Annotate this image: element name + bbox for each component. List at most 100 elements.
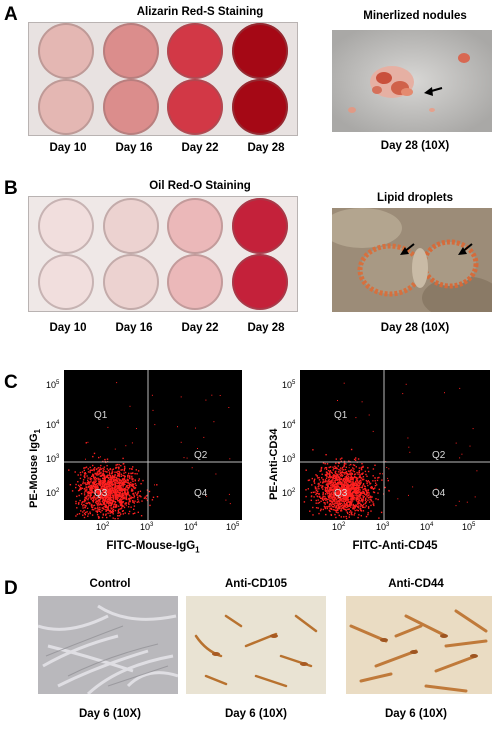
event-dot xyxy=(333,498,335,501)
event-dot xyxy=(362,499,364,501)
event-dot xyxy=(352,478,354,480)
event-dot xyxy=(327,470,330,472)
event-dot xyxy=(131,483,133,485)
event-dot xyxy=(329,470,332,472)
event-dot xyxy=(361,401,363,403)
event-dot xyxy=(322,499,325,502)
event-dot xyxy=(89,470,91,472)
event-dot xyxy=(341,500,344,502)
event-dot xyxy=(339,467,342,469)
event-dot xyxy=(103,481,105,484)
event-dot xyxy=(115,464,117,466)
event-dot xyxy=(120,465,122,467)
event-dot xyxy=(148,490,151,493)
event-dot xyxy=(101,498,103,500)
event-dot xyxy=(87,492,89,495)
event-dot xyxy=(113,479,115,482)
event-dot xyxy=(339,499,341,502)
event-dot xyxy=(353,514,355,516)
event-dot xyxy=(113,488,115,490)
event-dot xyxy=(94,489,96,491)
event-dot xyxy=(349,478,351,480)
event-dot xyxy=(368,492,370,494)
event-dot xyxy=(97,504,99,506)
event-dot xyxy=(349,510,352,512)
event-dot xyxy=(118,481,120,483)
event-dot xyxy=(114,518,116,520)
event-dot xyxy=(344,505,347,507)
event-dot xyxy=(78,494,80,497)
event-dot xyxy=(117,515,119,517)
event-dot xyxy=(127,488,129,490)
event-dot xyxy=(115,471,118,473)
event-dot xyxy=(332,474,334,477)
event-dot xyxy=(330,507,332,510)
event-dot xyxy=(97,493,99,495)
event-dot xyxy=(388,489,390,491)
event-dot xyxy=(332,483,334,485)
event-dot xyxy=(87,515,89,517)
event-dot xyxy=(87,495,90,497)
event-dot xyxy=(95,498,97,500)
event-dot xyxy=(115,498,117,500)
event-dot xyxy=(365,502,367,504)
event-dot xyxy=(305,489,307,491)
event-dot xyxy=(312,491,314,493)
event-dot xyxy=(101,485,104,488)
event-dot xyxy=(335,483,338,485)
event-dot xyxy=(94,507,96,510)
event-dot xyxy=(335,502,337,504)
event-dot xyxy=(109,515,111,517)
event-dot xyxy=(343,462,346,464)
event-dot xyxy=(333,488,335,490)
event-dot xyxy=(103,486,105,488)
panel-d-title: Anti-CD105 xyxy=(225,578,287,590)
event-dot xyxy=(119,480,122,482)
event-dot xyxy=(331,472,333,474)
event-dot xyxy=(98,498,101,501)
event-dot xyxy=(359,483,361,485)
event-dot xyxy=(408,446,410,448)
event-dot xyxy=(135,469,137,471)
event-dot xyxy=(85,473,87,475)
event-dot xyxy=(315,489,318,492)
event-dot xyxy=(114,448,116,450)
event-dot xyxy=(89,471,91,474)
event-dot xyxy=(96,514,99,516)
event-dot xyxy=(322,462,325,464)
event-dot xyxy=(85,498,88,500)
event-dot xyxy=(372,501,374,503)
event-dot xyxy=(115,491,117,493)
flow-x-axis-label: FITC-Anti-CD45 xyxy=(352,540,438,552)
event-dot xyxy=(367,499,369,501)
event-dot xyxy=(99,478,101,480)
event-dot xyxy=(358,499,361,502)
event-dot xyxy=(339,488,341,490)
event-dot xyxy=(366,475,368,477)
event-dot xyxy=(100,456,101,458)
event-dot xyxy=(121,483,123,485)
event-dot xyxy=(86,507,89,509)
event-dot xyxy=(322,482,324,484)
event-dot xyxy=(126,486,129,488)
event-dot xyxy=(118,508,120,511)
event-dot xyxy=(132,485,134,487)
event-dot xyxy=(84,482,86,484)
event-dot xyxy=(115,480,117,482)
event-dot xyxy=(351,473,353,475)
event-dot xyxy=(102,474,104,477)
event-dot xyxy=(118,470,120,473)
event-dot xyxy=(341,495,343,497)
flow-scatter-plot xyxy=(300,370,490,520)
event-dot xyxy=(105,475,108,477)
event-dot xyxy=(337,482,339,485)
event-dot xyxy=(326,491,328,493)
event-dot xyxy=(105,484,108,486)
event-dot xyxy=(334,489,337,491)
event-dot xyxy=(328,491,330,493)
event-dot xyxy=(128,486,130,489)
event-dot xyxy=(357,498,360,500)
event-dot xyxy=(348,460,350,462)
event-dot xyxy=(326,502,329,504)
event-dot xyxy=(347,480,349,482)
